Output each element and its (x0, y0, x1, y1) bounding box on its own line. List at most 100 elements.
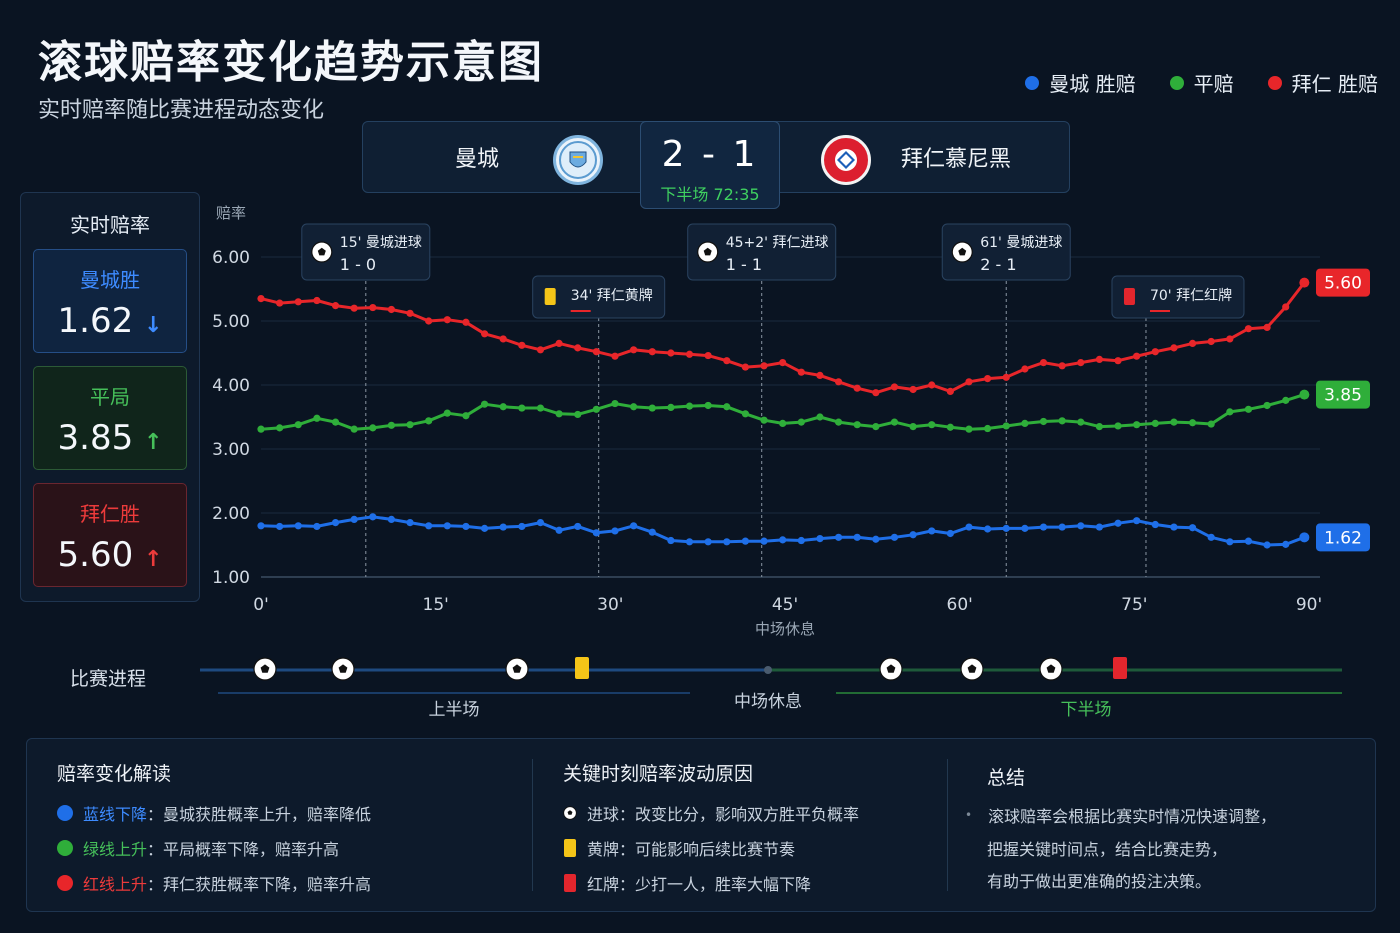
data-point (1039, 359, 1048, 367)
data-point (1207, 337, 1215, 346)
event-callout-box (532, 275, 666, 319)
data-point (331, 302, 340, 310)
data-point (369, 303, 377, 312)
red-card-icon (1123, 288, 1135, 305)
end-value-badge (1316, 380, 1370, 409)
data-point (1058, 523, 1066, 531)
data-point (1282, 540, 1290, 548)
data-point (1188, 419, 1197, 427)
data-point (294, 522, 302, 530)
soccer-ball-icon (253, 657, 277, 681)
event-score: 1 - 0 (340, 255, 376, 274)
data-point (1114, 357, 1122, 365)
data-point (779, 419, 787, 427)
odds-card-draw-value: 3.85 ↑ (34, 418, 186, 458)
soccer-ball-icon (505, 657, 529, 681)
data-point (834, 533, 843, 541)
yellow-card-icon (563, 838, 577, 858)
data-point (872, 423, 880, 431)
second-half-label: 下半场 (1061, 700, 1112, 720)
green-dot-icon (57, 840, 73, 856)
data-point (723, 538, 731, 546)
data-point (760, 416, 768, 424)
data-point (816, 535, 824, 543)
data-point (276, 424, 284, 432)
x-tick-label: 45' (772, 595, 798, 615)
data-point (853, 384, 861, 392)
event-title: 15' 曼城进球 (340, 235, 422, 251)
data-point (1170, 523, 1178, 531)
soccer-ball-icon-pentagon (317, 247, 326, 256)
away-crest-icon (821, 135, 871, 185)
data-point (946, 529, 954, 538)
summary-title: 总结 (987, 767, 1026, 789)
data-point (909, 385, 917, 394)
event-title: 61' 曼城进球 (980, 235, 1062, 251)
data-point (592, 529, 600, 537)
event-callout-box (687, 223, 837, 281)
data-point (1002, 422, 1010, 430)
legend-dot-home (1025, 75, 1040, 90)
interpretation-text-red: ：拜仁获胜概率下降，赔率升高 (147, 875, 372, 894)
data-point (462, 522, 470, 531)
bullet-icon: • (965, 808, 973, 822)
data-point (723, 403, 731, 411)
soccer-ball-icon-pentagon (1046, 664, 1056, 673)
data-point (630, 403, 638, 411)
away-team: 拜仁慕尼黑 (901, 122, 1011, 192)
data-point (890, 418, 899, 426)
end-value-badge (1316, 268, 1370, 297)
data-point (1002, 524, 1010, 532)
odds-home-number: 1.62 (57, 301, 134, 341)
data-point (1299, 389, 1310, 400)
data-point (480, 330, 489, 338)
data-point (834, 378, 843, 386)
data-point (630, 522, 638, 530)
data-point (1263, 323, 1271, 331)
data-point (480, 524, 489, 532)
data-point (480, 400, 489, 408)
odds-card-draw: 平局 3.85 ↑ (33, 366, 187, 470)
data-point (425, 317, 433, 325)
data-point (1021, 419, 1029, 427)
odds-card-away: 拜仁胜 5.60 ↑ (33, 483, 187, 587)
summary-line-2: 把握关键时间点，结合比赛走势， (987, 836, 1227, 860)
legend-label-home: 曼城 胜赔 (1049, 72, 1136, 96)
home-crest-icon (553, 135, 603, 185)
halftime-label: 中场休息 (734, 692, 802, 712)
data-point (1282, 303, 1290, 311)
data-point (1244, 537, 1253, 545)
legend-label-draw: 平赔 (1193, 72, 1234, 96)
data-point (555, 410, 563, 418)
data-point (723, 357, 731, 365)
halftime-dot (764, 666, 772, 674)
home-team-name: 曼城 (455, 147, 500, 172)
arrow-down-icon: ↓ (144, 313, 163, 338)
soccer-ball-icon-pentagon (512, 664, 522, 673)
data-point (387, 515, 396, 524)
arrow-up-icon: ↑ (144, 547, 163, 572)
chart-legend: 曼城 胜赔 平赔 拜仁 胜赔 (1025, 68, 1378, 97)
score-box: 2 - 1 下半场 72:35 (640, 121, 780, 209)
data-point (1021, 524, 1029, 532)
soccer-ball-icon (311, 241, 333, 263)
data-point (1077, 418, 1085, 426)
data-point (1133, 517, 1141, 525)
data-point (294, 298, 302, 306)
data-point (797, 418, 805, 426)
data-point (834, 418, 843, 426)
x-tick-label: 15' (423, 595, 449, 615)
data-point (704, 538, 712, 546)
data-point (1114, 519, 1122, 527)
data-point (965, 425, 973, 433)
data-point (741, 537, 750, 545)
score: 2 - 1 (661, 134, 759, 175)
section-divider (532, 759, 533, 891)
red-card-icon (1113, 657, 1127, 679)
yellow-card-icon (544, 288, 556, 305)
data-point (946, 387, 954, 395)
home-crest-graphic (559, 141, 597, 179)
data-point (1151, 419, 1159, 427)
data-point (1263, 401, 1271, 410)
data-point (853, 421, 861, 429)
